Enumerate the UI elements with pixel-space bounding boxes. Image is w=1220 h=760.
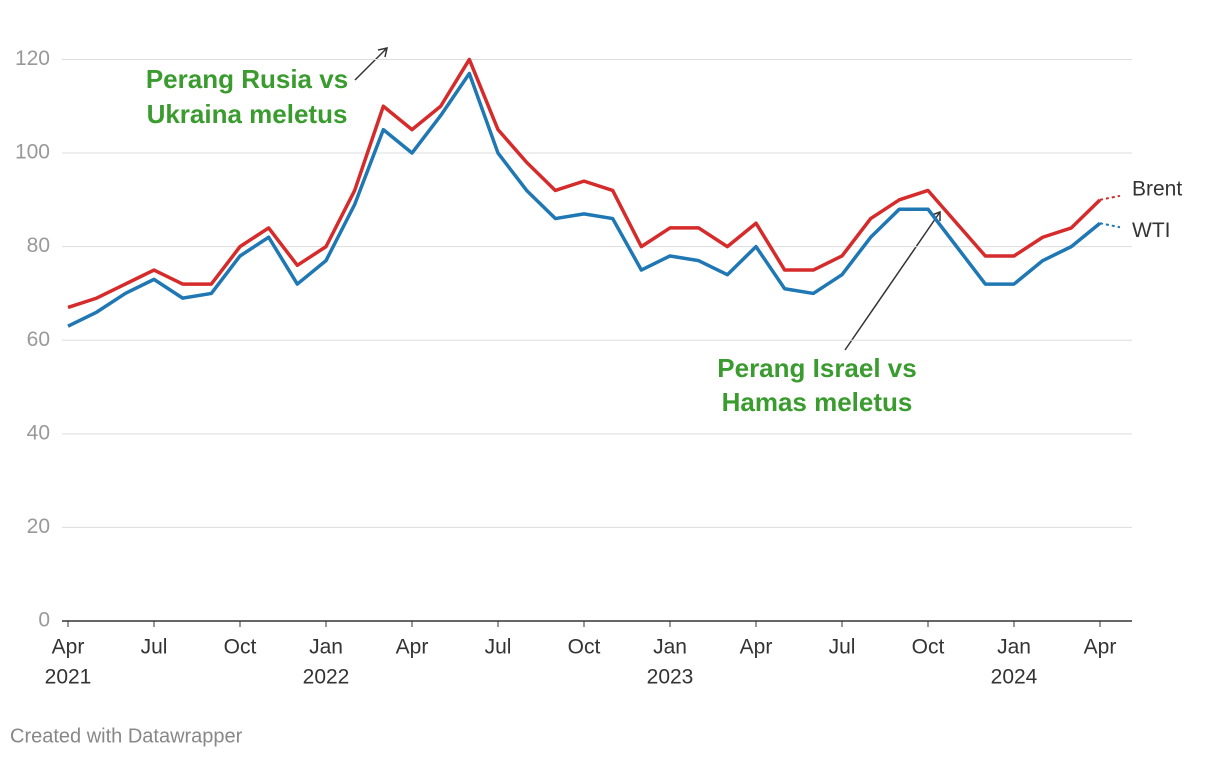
annotation: Perang Israel vs [717, 353, 916, 383]
x-year-label: 2023 [647, 666, 694, 689]
annotation-arrow [354, 47, 388, 81]
x-tick-label: Jan [653, 636, 687, 659]
arrow-head [931, 210, 941, 221]
footer: Created with Datawrapper [10, 725, 243, 747]
x-tick-label: Oct [568, 636, 601, 659]
y-tick-label: 40 [27, 421, 50, 444]
y-tick-label: 120 [15, 47, 50, 70]
series-label: Brent [1132, 177, 1182, 200]
arrow-head [377, 47, 388, 58]
series-label: WTI [1132, 219, 1170, 242]
x-tick-label: Apr [740, 636, 773, 659]
x-tick-label: Oct [912, 636, 945, 659]
x-tick-label: Jul [141, 636, 168, 659]
annotation: Ukraina meletus [147, 99, 348, 129]
x-tick-label: Jan [309, 636, 343, 659]
line-end [1099, 194, 1121, 201]
x-tick-label: Apr [396, 636, 429, 659]
x-tick-label: Oct [224, 636, 257, 659]
y-tick-label: 80 [27, 234, 50, 257]
y-tick-label: 60 [27, 328, 50, 351]
y-tick-label: 20 [27, 515, 50, 538]
annotation: Perang Rusia vs [146, 64, 348, 94]
annotation: Hamas meletus [722, 387, 913, 417]
x-year-label: 2021 [45, 666, 92, 689]
line-series [67, 57, 1102, 310]
y-tick-label: 0 [38, 609, 50, 632]
x-year-label: 2024 [991, 666, 1038, 689]
x-tick-label: Jul [485, 636, 512, 659]
line-series [67, 71, 1102, 328]
x-tick-label: Jul [829, 636, 856, 659]
y-tick-label: 100 [15, 141, 50, 164]
line-end [1099, 222, 1121, 229]
x-tick-label: Jan [997, 636, 1031, 659]
annotation-arrow [844, 211, 941, 351]
x-tick-label: Apr [1084, 636, 1117, 659]
x-tick-label: Apr [52, 636, 85, 659]
x-year-label: 2022 [303, 666, 350, 689]
